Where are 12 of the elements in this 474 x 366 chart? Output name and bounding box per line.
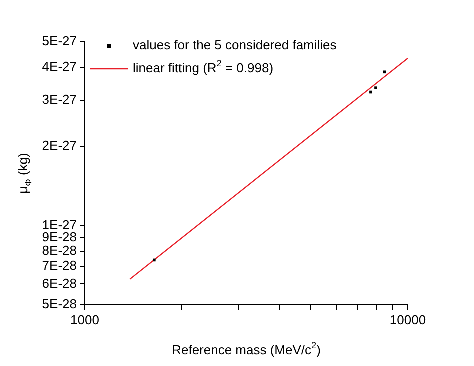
y-axis-title: μΦ (kg) bbox=[16, 153, 34, 194]
x-tick-label: 1000 bbox=[70, 312, 100, 328]
x-tick-label: 10000 bbox=[390, 312, 426, 328]
y-tick-label: 7E-28 bbox=[42, 258, 77, 274]
y-tick-label: 2E-27 bbox=[42, 138, 77, 154]
y-tick-label: 8E-28 bbox=[42, 242, 77, 258]
y-tick-label: 3E-27 bbox=[42, 92, 77, 107]
y-tick-label: 6E-28 bbox=[42, 276, 77, 291]
y-tick-label: 5E-27 bbox=[42, 34, 77, 49]
y-tick-label: 5E-28 bbox=[42, 296, 77, 312]
legend-label: values for the 5 considered families bbox=[133, 38, 338, 53]
y-tick-label: 4E-27 bbox=[42, 59, 77, 74]
